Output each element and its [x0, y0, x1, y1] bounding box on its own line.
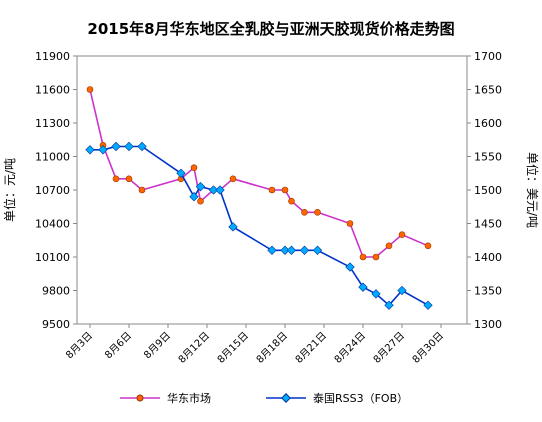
data-point-huadong [86, 86, 94, 93]
right-tick-label: 1500 [474, 184, 502, 197]
data-point-huadong [301, 209, 308, 216]
legend-marker-huadong [136, 394, 144, 402]
right-tick-label: 1600 [474, 117, 502, 130]
x-tick-label: 8月21日 [293, 330, 329, 366]
data-point-thai-rss3 [228, 222, 238, 232]
data-point-huadong [424, 242, 432, 250]
data-point-thai-rss3 [98, 145, 108, 155]
legend-label-huadong: 华东市场 [167, 391, 211, 405]
data-point-thai-rss3 [111, 141, 121, 152]
left-tick-label: 9500 [42, 318, 70, 331]
right-tick-label: 1700 [474, 50, 502, 63]
data-point-thai-rss3 [358, 282, 368, 292]
right-tick-label: 1400 [474, 251, 502, 264]
data-point-thai-rss3 [312, 245, 323, 255]
data-point-thai-rss3 [345, 262, 355, 272]
legend-item-huadong: 华东市场 [120, 391, 211, 405]
x-tick-label: 8月15日 [215, 330, 251, 366]
y-axis-label-left: 单位：元/吨 [2, 158, 17, 222]
x-tick-label: 8月3日 [63, 330, 95, 362]
series-line-1 [90, 145, 429, 307]
x-tick-label: 8月12日 [176, 330, 212, 366]
data-point-huadong [112, 175, 120, 183]
right-tick-label: 1450 [474, 218, 502, 231]
data-point-thai-rss3 [85, 145, 95, 155]
right-tick-label: 1350 [474, 285, 502, 298]
data-point-thai-rss3 [189, 192, 199, 202]
data-point-huadong [359, 253, 367, 261]
data-point-thai-rss3 [176, 168, 186, 178]
left-tick-label: 10700 [35, 184, 70, 197]
data-point-thai-rss3 [384, 300, 394, 310]
left-tick-label: 9800 [42, 285, 70, 298]
x-tick-label: 8月30日 [410, 330, 446, 366]
data-point-thai-rss3 [208, 185, 219, 195]
data-point-huadong [288, 197, 295, 205]
data-point-thai-rss3 [397, 285, 407, 296]
data-point-huadong [190, 164, 198, 171]
data-point-thai-rss3 [137, 141, 147, 152]
data-point-huadong [229, 175, 237, 183]
data-point-thai-rss3 [215, 185, 225, 195]
data-point-huadong [372, 253, 380, 261]
data-point-huadong [281, 186, 289, 194]
left-tick-label: 10400 [35, 218, 70, 231]
data-point-huadong [314, 209, 321, 216]
left-tick-label: 11300 [35, 117, 70, 130]
series-line-0 [89, 89, 429, 258]
series-layer [85, 86, 433, 310]
right-tick-label: 1550 [474, 151, 502, 164]
data-point-huadong [138, 186, 146, 194]
data-point-thai-rss3 [267, 245, 277, 255]
data-point-thai-rss3 [299, 245, 310, 255]
y-axis-label-right: 单位：美元/吨 [525, 152, 540, 228]
data-point-thai-rss3 [195, 181, 206, 192]
x-tick-label: 8月24日 [332, 330, 368, 366]
x-tick-label: 8月9日 [141, 330, 173, 362]
data-point-huadong [268, 186, 276, 194]
right-axis: 1300 1350 1400 1450 1500 1550 1600 1650 1700 [467, 50, 502, 331]
left-axis: 9500 9800 10100 10400 10700 11000 11300 11600 11… [35, 50, 77, 331]
data-point-huadong [346, 220, 354, 227]
data-point-thai-rss3 [371, 289, 381, 299]
x-tick-label: 8月27日 [371, 330, 407, 366]
data-point-thai-rss3 [423, 300, 433, 310]
data-point-thai-rss3 [124, 141, 134, 152]
right-tick-label: 1300 [474, 318, 502, 331]
left-tick-label: 11000 [35, 151, 70, 164]
x-tick-label: 8月18日 [254, 330, 290, 366]
data-point-thai-rss3 [286, 245, 297, 255]
legend: 华东市场 泰国RSS3（FOB） [120, 391, 408, 405]
left-tick-label: 10100 [35, 251, 70, 264]
chart-title: 2015年8月华东地区全乳胶与亚洲天胶现货价格走势图 [87, 20, 454, 38]
data-point-thai-rss3 [280, 245, 290, 255]
legend-label-thai-rss3: 泰国RSS3（FOB） [313, 391, 408, 405]
data-point-huadong [385, 242, 393, 250]
x-axis: 8月3日 8月6日 8月9日 8月12日 8月15日 8月18日 8月21日 8月24日 8月2… [63, 324, 446, 366]
right-tick-label: 1650 [474, 84, 502, 97]
data-point-huadong [197, 197, 204, 205]
left-tick-label: 11600 [35, 84, 70, 97]
data-point-huadong [398, 231, 406, 238]
left-tick-label: 11900 [35, 50, 70, 63]
x-tick-label: 8月6日 [102, 330, 134, 362]
data-point-huadong [125, 175, 133, 183]
legend-marker-thai-rss3 [281, 393, 291, 403]
legend-item-thai-rss3: 泰国RSS3（FOB） [266, 391, 408, 405]
